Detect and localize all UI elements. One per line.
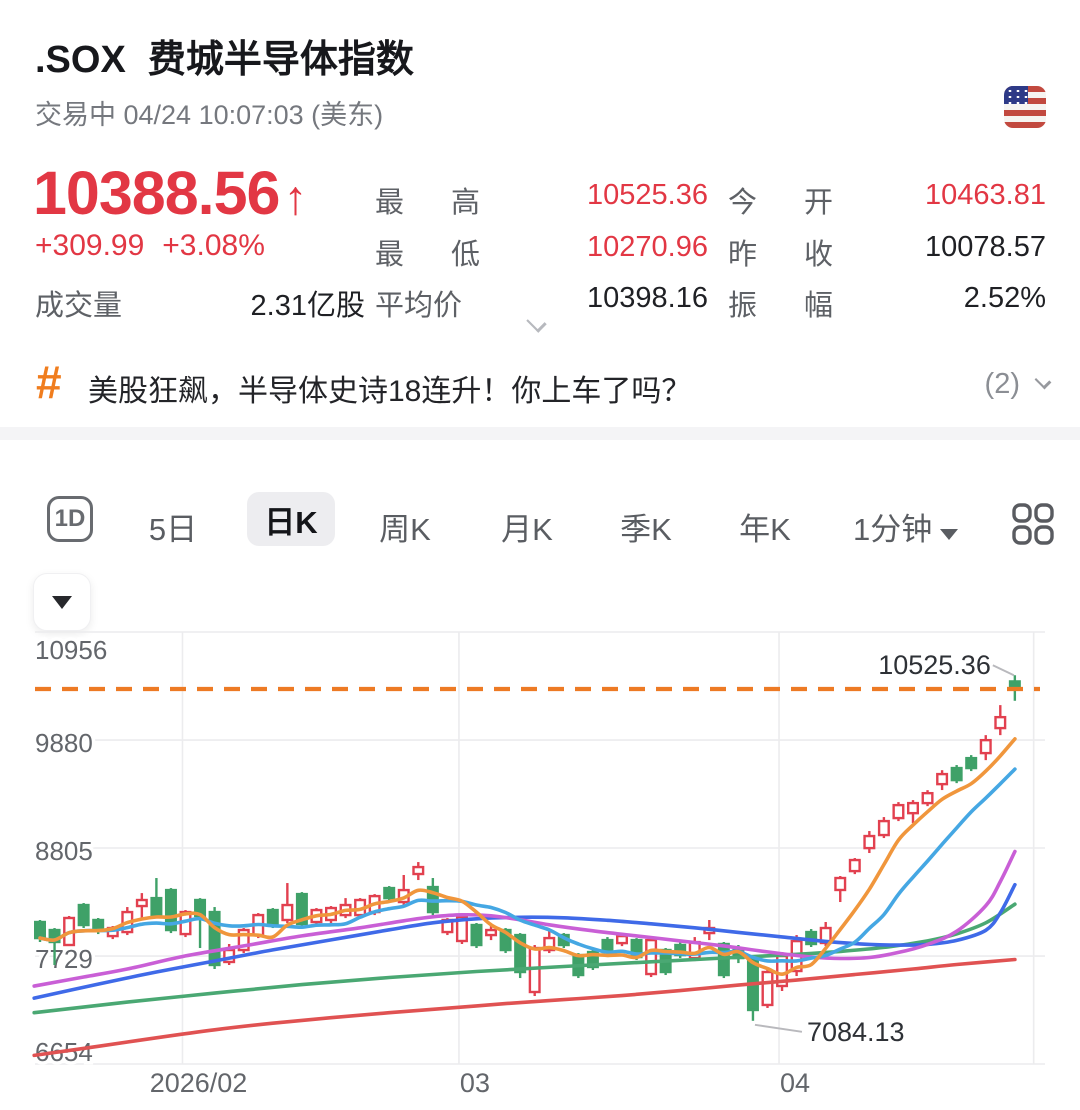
price-change: +309.99 +3.08%	[35, 229, 265, 263]
flag-canton	[1004, 86, 1028, 104]
hashtag-icon: #	[36, 356, 62, 408]
expand-stats-button[interactable]	[526, 312, 547, 333]
chart-layout-grid-button[interactable]	[1011, 502, 1055, 551]
svg-text:04: 04	[780, 1068, 810, 1098]
news-count-badge: (2)	[984, 368, 1020, 400]
low-value: 10270.96	[587, 231, 708, 263]
x-axis-labels: 2026/02 03 04	[150, 1068, 810, 1098]
tab-daily-k-label: 日K	[264, 504, 318, 540]
tab-1min-label: 1分钟	[853, 512, 933, 547]
high-price-label: 10525.36	[878, 650, 991, 680]
volume-label: 成交量	[35, 290, 123, 322]
low-label: 最低	[375, 239, 528, 271]
avg-price-label: 平均价	[375, 290, 463, 322]
high-value: 10525.36	[587, 179, 708, 211]
prev-close-label: 昨收	[728, 239, 881, 271]
chevron-down-icon	[526, 312, 547, 333]
svg-text:2026/02: 2026/02	[150, 1068, 248, 1098]
trading-status: 交易中 04/24 10:07:03 (美东)	[35, 100, 384, 130]
expand-news-button[interactable]	[1034, 372, 1052, 390]
amplitude-value: 2.52%	[963, 282, 1046, 314]
high-label: 最高	[375, 187, 528, 219]
up-arrow-icon: ↑	[283, 172, 307, 225]
symbol: .SOX	[35, 39, 126, 81]
ma-line-ma60	[32, 902, 1017, 1015]
low-price-label: 7084.13	[807, 1017, 905, 1047]
triangle-down-icon	[52, 595, 72, 609]
tab-daily-k-selected[interactable]: 日K	[247, 492, 335, 546]
svg-text:8805: 8805	[35, 836, 93, 866]
tab-5day[interactable]: 5日	[148, 512, 198, 547]
tab-1d-label: 1D	[54, 505, 86, 532]
tab-weekly-k[interactable]: 周K	[379, 512, 431, 547]
avg-price-value: 10398.16	[587, 282, 708, 314]
volume-value: 2.31亿股	[250, 290, 365, 322]
svg-text:9880: 9880	[35, 728, 93, 758]
layout-grid-icon	[1012, 503, 1054, 545]
section-divider	[0, 427, 1080, 440]
us-flag-icon	[1004, 86, 1046, 128]
news-headline[interactable]: 美股狂飙，半导体史诗18连升！你上车了吗？	[88, 375, 692, 408]
ma-line-ma20	[32, 849, 1017, 988]
tab-quarterly-k[interactable]: 季K	[620, 512, 672, 547]
change-percent: +3.08%	[162, 229, 265, 262]
last-price-value: 10388.56	[33, 159, 280, 227]
amplitude-label: 振幅	[728, 290, 881, 322]
ma-lines	[32, 737, 1017, 1058]
indicator-dropdown-button[interactable]	[33, 573, 91, 631]
open-value: 10463.81	[925, 179, 1046, 211]
tab-yearly-k[interactable]: 年K	[739, 512, 791, 547]
prev-close-value: 10078.57	[925, 231, 1046, 263]
ma-line-ma120	[32, 957, 1017, 1058]
change-value: +309.99	[35, 229, 145, 262]
chevron-down-icon	[1034, 372, 1052, 390]
ma-line-ma5	[38, 737, 1017, 976]
tab-monthly-k[interactable]: 月K	[501, 512, 553, 547]
dropdown-triangle-icon	[940, 529, 959, 540]
last-price: 10388.56↑	[33, 158, 307, 228]
open-label: 今开	[728, 187, 881, 219]
tab-1d[interactable]: 1D	[47, 496, 93, 542]
tab-1min-dropdown[interactable]: 1分钟	[853, 504, 959, 549]
page-title: .SOX 费城半导体指数	[35, 28, 414, 83]
chart-annotations: 10525.36 7084.13	[754, 650, 1015, 1047]
svg-text:7729: 7729	[35, 944, 93, 974]
ma-line-ma10	[38, 767, 1017, 963]
instrument-name: 费城半导体指数	[147, 39, 414, 81]
svg-text:03: 03	[460, 1068, 490, 1098]
svg-text:10956: 10956	[35, 635, 107, 665]
